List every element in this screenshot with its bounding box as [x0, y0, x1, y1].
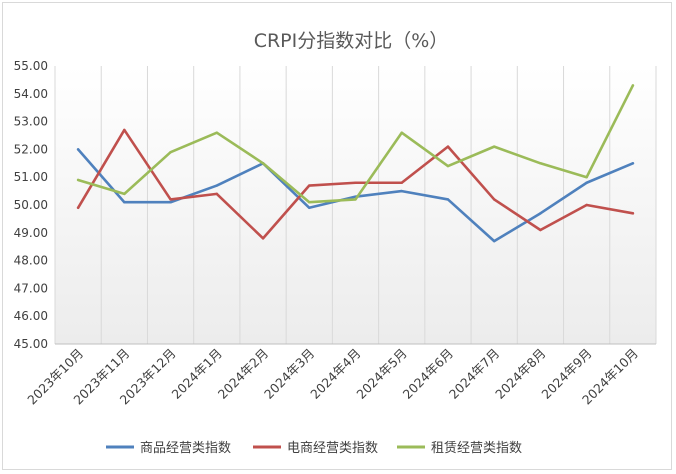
data-point: [585, 181, 588, 184]
data-point: [308, 201, 311, 204]
data-point: [123, 192, 126, 196]
y-axis-ticks: 45.00 46.00 47.00 48.00 49.00 50.00 51.00 52.00…: [14, 59, 48, 351]
data-point: [631, 84, 635, 87]
data-point: [123, 201, 126, 204]
grid-lines: [54, 66, 657, 345]
data-point: [169, 201, 172, 204]
data-point: [585, 203, 588, 207]
data-point: [400, 131, 403, 134]
data-point: [76, 148, 80, 151]
y-tick-label: 53.00: [14, 115, 48, 129]
line-chart: CRPI分指数对比（%） 45.00 46.00 47.00 48.00 49.00 50…: [14, 30, 657, 456]
data-point: [631, 212, 635, 215]
data-point: [446, 164, 450, 168]
data-point: [215, 131, 219, 134]
data-point: [400, 189, 403, 193]
data-point: [539, 228, 542, 232]
data-point: [446, 198, 450, 201]
data-point: [446, 145, 450, 148]
y-tick-label: 51.00: [14, 170, 48, 184]
data-point: [539, 162, 542, 165]
legend-label: 商品经营类指数: [140, 441, 231, 456]
data-point: [261, 162, 265, 165]
data-point: [492, 198, 496, 201]
data-point: [76, 206, 80, 209]
plot-area: [55, 66, 656, 344]
y-tick-label: 46.00: [14, 309, 48, 323]
y-tick-label: 50.00: [14, 198, 48, 212]
legend-label: 电商经营类指数: [287, 441, 378, 456]
data-point: [215, 192, 219, 196]
y-tick-label: 48.00: [14, 254, 48, 268]
data-point: [308, 206, 311, 209]
chart-title: CRPI分指数对比（%）: [254, 30, 449, 52]
data-point: [123, 128, 126, 132]
chart-frame: CRPI分指数对比（%） 45.00 46.00 47.00 48.00 49.00 50…: [2, 2, 672, 470]
y-tick-label: 49.00: [14, 226, 48, 240]
data-point: [539, 212, 542, 215]
y-tick-label: 45.00: [14, 337, 48, 351]
y-tick-label: 52.00: [14, 142, 48, 156]
data-point: [169, 198, 172, 201]
series-lines: [76, 84, 635, 243]
data-point: [400, 181, 403, 184]
legend-label: 租赁经营类指数: [431, 441, 522, 456]
y-tick-label: 47.00: [14, 281, 48, 295]
x-axis-ticks: 2023年10月2023年11月2023年12月2024年1月2024年2月20…: [24, 346, 641, 408]
y-tick-label: 55.00: [14, 59, 48, 73]
data-point: [308, 184, 311, 187]
data-point: [76, 178, 80, 182]
data-point: [631, 162, 635, 165]
data-point: [261, 237, 265, 240]
data-point: [169, 150, 172, 154]
data-point: [492, 145, 496, 148]
data-point: [585, 176, 588, 179]
y-tick-label: 54.00: [14, 87, 48, 101]
legend: 商品经营类指数 电商经营类指数 租赁经营类指数: [106, 441, 522, 456]
data-point: [354, 198, 357, 201]
data-point: [215, 184, 219, 187]
data-point: [492, 239, 496, 243]
data-point: [354, 181, 357, 184]
